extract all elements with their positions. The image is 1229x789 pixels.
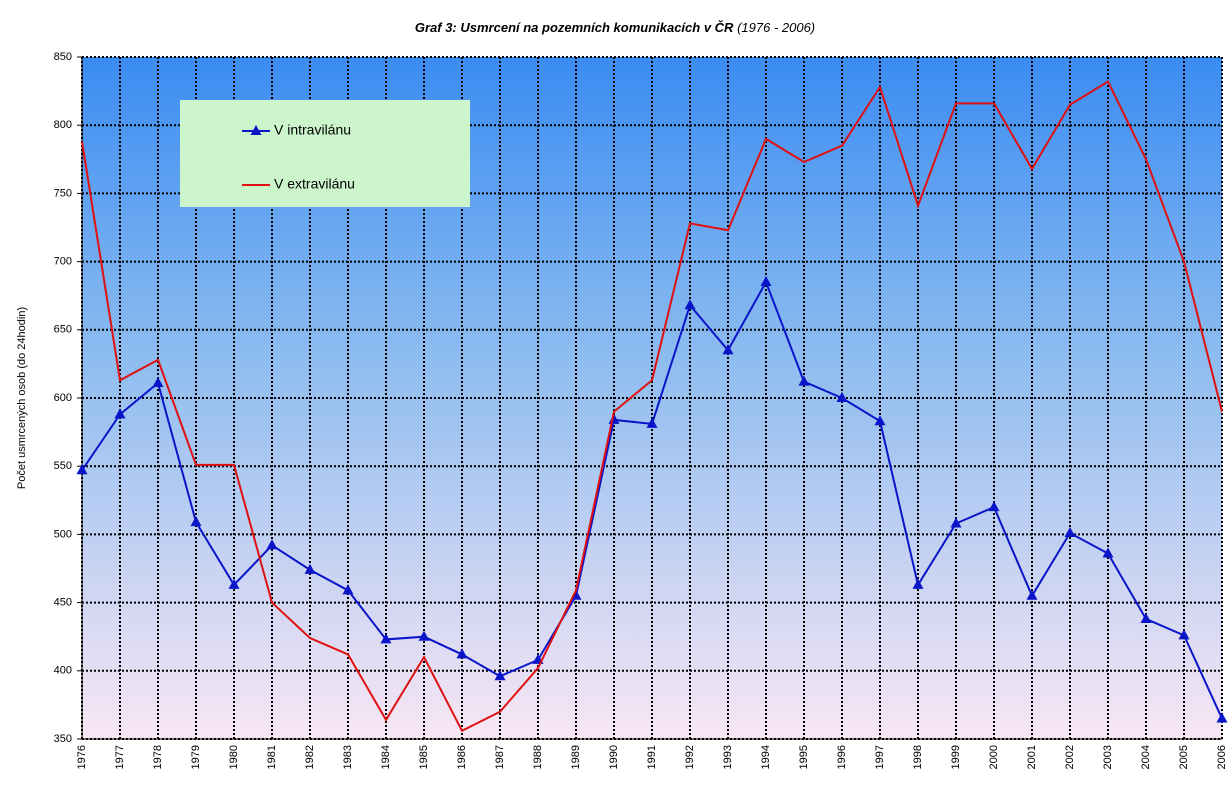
- x-tick-label: 1997: [874, 745, 886, 769]
- point-marker: [760, 276, 772, 287]
- legend-label: V extravilánu: [274, 176, 355, 192]
- x-tick-label: 1982: [304, 745, 316, 769]
- y-tick-label: 850: [54, 51, 72, 63]
- point-marker: [1102, 547, 1114, 558]
- point-marker: [342, 584, 354, 595]
- x-tick-label: 1994: [760, 745, 772, 769]
- point-marker: [228, 578, 240, 589]
- point-marker: [418, 630, 430, 641]
- y-tick-label: 350: [54, 733, 72, 745]
- point-marker: [798, 375, 810, 386]
- x-tick-label: 1985: [418, 745, 430, 769]
- point-marker: [874, 415, 886, 426]
- y-tick-label: 450: [54, 597, 72, 609]
- x-tick-label: 1996: [836, 745, 848, 769]
- x-tick-label: 1977: [114, 745, 126, 769]
- x-tick-label: 2004: [1140, 745, 1152, 769]
- x-tick-label: 1976: [76, 745, 88, 769]
- series: [76, 80, 1228, 733]
- point-marker: [988, 501, 1000, 512]
- point-marker: [722, 344, 734, 355]
- y-tick-label: 700: [54, 256, 72, 268]
- x-tick-label: 1987: [494, 745, 506, 769]
- point-marker: [380, 633, 392, 644]
- x-tick-label: 1990: [608, 745, 620, 769]
- series-line: [81, 80, 1223, 733]
- point-marker: [494, 670, 506, 681]
- point-marker: [266, 539, 278, 550]
- x-tick-label: 1999: [950, 745, 962, 769]
- point-marker: [684, 299, 696, 310]
- x-tick-label: 2006: [1216, 745, 1228, 769]
- point-marker: [1178, 629, 1190, 640]
- title-main: Graf 3: Usmrcení na pozemních komunikací…: [415, 20, 734, 35]
- x-tick-label: 1984: [380, 745, 392, 769]
- point-marker: [1064, 527, 1076, 538]
- x-tick-label: 2003: [1102, 745, 1114, 769]
- x-tick-label: 1979: [190, 745, 202, 769]
- point-marker: [1140, 612, 1152, 623]
- legend-label: V intravilánu: [274, 122, 351, 138]
- point-marker: [836, 392, 848, 402]
- point-marker: [190, 516, 202, 527]
- x-tick-label: 1989: [570, 745, 582, 769]
- point-marker: [1216, 712, 1228, 723]
- x-tick-label: 1988: [532, 745, 544, 769]
- y-tick-label: 500: [54, 528, 72, 540]
- point-marker: [152, 376, 164, 387]
- grid: 350 400 450 500 550 600 650 700 750 800 850 1976 197…: [54, 51, 1228, 770]
- x-tick-label: 1995: [798, 745, 810, 769]
- point-marker: [1026, 589, 1038, 600]
- x-tick-label: 1986: [456, 745, 468, 769]
- x-tick-label: 1993: [722, 745, 734, 769]
- point-marker: [912, 578, 924, 589]
- x-tick-label: 1992: [684, 745, 696, 769]
- x-tick-label: 1978: [152, 745, 164, 769]
- y-tick-label: 750: [54, 187, 72, 199]
- x-tick-label: 1991: [646, 745, 658, 769]
- point-marker: [456, 648, 468, 659]
- y-tick-label: 550: [54, 460, 72, 472]
- x-tick-label: 2002: [1064, 745, 1076, 769]
- x-tick-label: 1981: [266, 745, 278, 769]
- legend-marker: [250, 125, 262, 135]
- point-marker: [950, 517, 962, 528]
- title-years: (1976 - 2006): [737, 20, 815, 35]
- y-tick-label: 400: [54, 665, 72, 677]
- x-tick-label: 2005: [1178, 745, 1190, 769]
- y-tick-label: 650: [54, 324, 72, 336]
- y-tick-label: 600: [54, 392, 72, 404]
- point-marker: [304, 563, 316, 574]
- point-marker: [76, 464, 88, 475]
- point-marker: [114, 408, 126, 419]
- point-marker: [646, 417, 658, 428]
- y-tick-label: 800: [54, 119, 72, 131]
- legend-box: [180, 100, 470, 207]
- x-tick-label: 2001: [1026, 745, 1038, 769]
- chart-title: Graf 3: Usmrcení na pozemních komunikací…: [415, 20, 815, 35]
- x-tick-label: 1983: [342, 745, 354, 769]
- x-tick-label: 1998: [912, 745, 924, 769]
- legend: V intravilánu V extravilánu: [242, 122, 355, 192]
- x-tick-label: 1980: [228, 745, 240, 769]
- x-tick-label: 2000: [988, 745, 1000, 769]
- y-axis-label: Počet usmrcených osob (do 24hodin): [16, 307, 28, 489]
